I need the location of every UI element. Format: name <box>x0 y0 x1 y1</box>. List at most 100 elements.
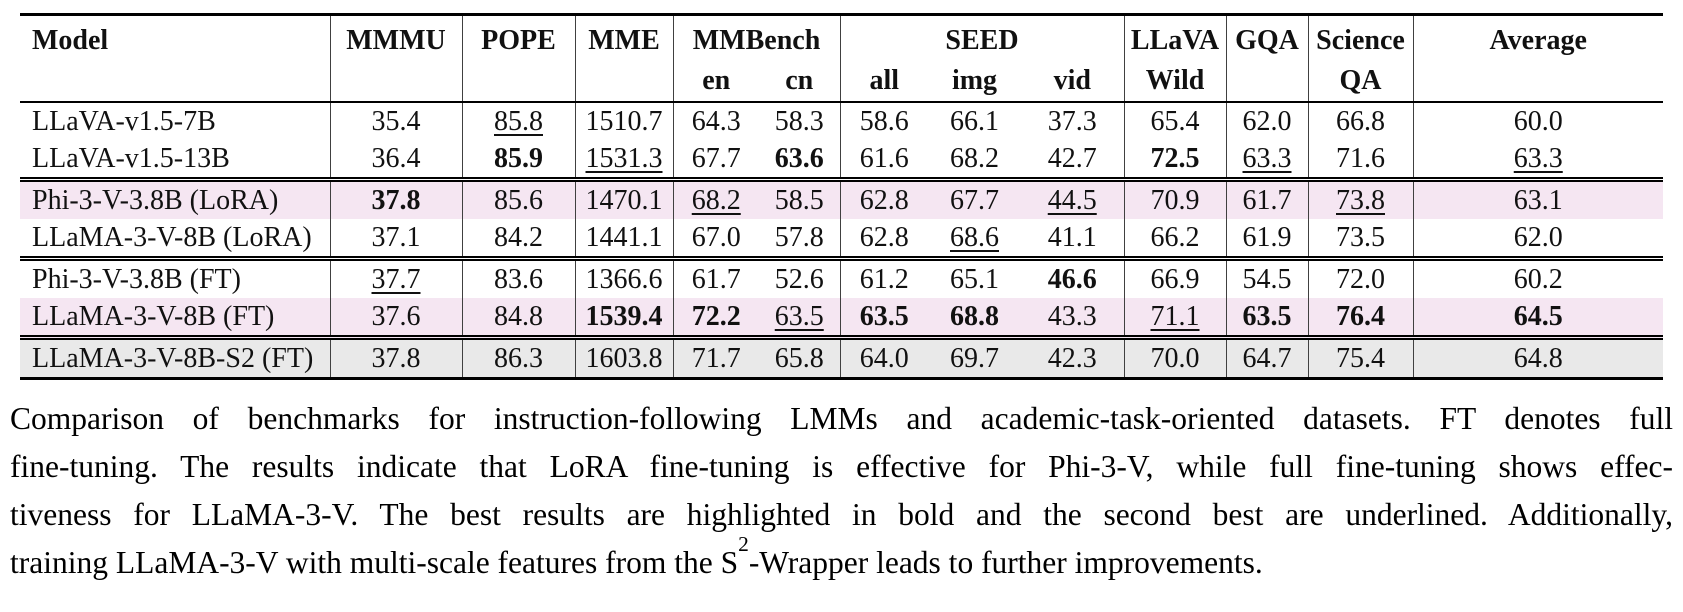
column-subheader-seed-vid: vid <box>1053 64 1091 96</box>
column-header-average: Average <box>1412 14 1663 102</box>
cell-seed-img: 69.7 <box>928 337 1021 379</box>
cell-pope: 85.8 <box>461 102 575 140</box>
model-name: LLaMA-3-V-8B-S2 (FT) <box>20 337 330 379</box>
cell-mmbench-en: 64.3 <box>672 102 759 140</box>
cell-average: 64.8 <box>1412 337 1663 379</box>
cell-mmmu: 36.4 <box>329 140 462 180</box>
cell-seed-img: 68.2 <box>950 142 999 174</box>
cell-seed-all: 62.8 <box>839 219 928 259</box>
cell-average: 62.0 <box>1412 219 1663 259</box>
cell-seed-img: 66.1 <box>950 105 999 137</box>
cell-mme: 1531.3 <box>574 140 673 180</box>
table-row: LLaVA-v1.5-13B 36.4 85.9 1531.3 67.7 63.6 61.6… <box>20 140 1663 180</box>
table-caption: Comparison of benchmarks for instruction… <box>10 395 1673 587</box>
cell-mmmu: 35.4 <box>329 102 462 140</box>
cell-pope: 85.6 <box>461 179 575 219</box>
cell-science-qa: 76.4 <box>1307 298 1413 338</box>
cell-seed-vid: 43.3 <box>1021 298 1124 338</box>
table-row: Phi-3-V-3.8B (LoRA) 37.8 85.6 1470.1 68.2 58.… <box>20 179 1663 219</box>
cell-llava-wild: 70.0 <box>1123 337 1226 379</box>
cell-pope: 86.3 <box>461 337 575 379</box>
cell-mmbench-en: 68.2 <box>672 179 759 219</box>
cell-seed-img: 68.6 <box>950 221 999 253</box>
cell-mmmu: 37.8 <box>329 179 462 219</box>
table-row: LLaMA-3-V-8B (FT) 37.6 84.8 1539.4 72.2 63.5 6… <box>20 298 1663 338</box>
table-row: LLaVA-v1.5-7B 35.4 85.8 1510.7 64.3 58.3 58.6 6… <box>20 102 1663 140</box>
cell-mme: 1539.4 <box>574 298 673 338</box>
cell-pope: 85.9 <box>461 140 575 180</box>
cell-gqa: 63.5 <box>1225 298 1308 338</box>
cell-mmbench-cn: 58.5 <box>759 179 840 219</box>
cell-pope: 84.8 <box>461 298 575 338</box>
cell-seed-all: 63.5 <box>839 298 928 338</box>
cell-mmbench-en: 71.7 <box>672 337 759 379</box>
cell-seed-img: 68.8 <box>928 298 1021 338</box>
cell-mmbench-cn: 65.8 <box>759 337 840 379</box>
cell-llava-wild: 66.2 <box>1123 219 1226 259</box>
cell-mmbench-cn: 63.5 <box>759 298 840 338</box>
cell-seed-all: 61.6 <box>839 140 928 180</box>
cell-gqa: 54.5 <box>1225 258 1308 298</box>
caption-line-1: Comparison of benchmarks for instruction… <box>10 401 1673 436</box>
caption-line-4-tail: -Wrapper leads to further improvements. <box>748 545 1263 580</box>
column-header-science-qa: Science QA <box>1307 14 1413 102</box>
cell-average: 64.5 <box>1412 298 1663 338</box>
cell-llava-wild: 65.4 <box>1123 102 1226 140</box>
caption-superscript-2: 2 <box>738 531 749 556</box>
cell-seed-vid: 41.1 <box>1047 221 1097 253</box>
model-name: LLaVA-v1.5-7B <box>32 105 216 137</box>
column-header-model: Model <box>32 25 109 56</box>
cell-mmbench-cn: 52.6 <box>774 263 824 295</box>
page: Model MMMU POPE MME MMBench SEED LLaVA Wild GQA S… <box>0 13 1683 587</box>
cell-mmbench-cn: 57.8 <box>774 221 824 253</box>
table-row: LLaMA-3-V-8B-S2 (FT) 37.8 86.3 1603.8 71.7 65… <box>20 337 1663 379</box>
cell-seed-vid: 44.5 <box>1021 179 1124 219</box>
cell-science-qa: 71.6 <box>1307 140 1413 180</box>
column-header-mmmu: MMMU <box>329 14 462 102</box>
cell-mme: 1510.7 <box>574 102 673 140</box>
cell-mmmu: 37.7 <box>329 258 462 298</box>
cell-mmbench-cn: 63.6 <box>774 142 824 174</box>
cell-mmbench-en: 72.2 <box>672 298 759 338</box>
cell-pope: 83.6 <box>461 258 575 298</box>
model-name: Phi-3-V-3.8B (FT) <box>32 263 241 295</box>
model-name: LLaMA-3-V-8B (LoRA) <box>32 221 312 253</box>
cell-gqa: 61.7 <box>1225 179 1308 219</box>
cell-seed-vid: 42.7 <box>1047 142 1097 174</box>
model-name: LLaVA-v1.5-13B <box>32 142 230 174</box>
cell-average: 60.0 <box>1412 102 1663 140</box>
cell-seed-vid: 46.6 <box>1047 263 1097 295</box>
cell-llava-wild: 66.9 <box>1123 258 1226 298</box>
column-subheader-mmbench-cn: cn <box>785 64 814 96</box>
column-header-mme: MME <box>574 14 673 102</box>
cell-mmbench-en: 67.7 <box>672 140 759 180</box>
model-name: LLaMA-3-V-8B (FT) <box>20 298 330 338</box>
cell-gqa: 62.0 <box>1225 102 1308 140</box>
caption-line-4: training LLaMA-3-V with multi-scale feat… <box>10 533 1673 587</box>
caption-line-2: fine-tuning. The results indicate that L… <box>10 449 1673 484</box>
cell-mmbench-cn: 58.3 <box>774 105 824 137</box>
cell-science-qa: 73.8 <box>1307 179 1413 219</box>
column-subheader-mmbench-en: en <box>672 61 759 102</box>
cell-seed-all: 58.6 <box>839 102 928 140</box>
cell-mmbench-en: 67.0 <box>672 219 759 259</box>
cell-mmmu: 37.8 <box>329 337 462 379</box>
table-row: LLaMA-3-V-8B (LoRA) 37.1 84.2 1441.1 67.0 57.… <box>20 219 1663 259</box>
cell-gqa: 63.3 <box>1225 140 1308 180</box>
cell-science-qa: 72.0 <box>1307 258 1413 298</box>
cell-seed-vid: 37.3 <box>1047 105 1097 137</box>
cell-mmmu: 37.1 <box>329 219 462 259</box>
cell-mme: 1470.1 <box>574 179 673 219</box>
column-header-seed: SEED <box>839 14 1124 62</box>
model-name: Phi-3-V-3.8B (LoRA) <box>20 179 330 219</box>
cell-llava-wild: 72.5 <box>1123 140 1226 180</box>
column-header-pope: POPE <box>461 14 575 102</box>
cell-average: 63.3 <box>1412 140 1663 180</box>
cell-mmmu: 37.6 <box>329 298 462 338</box>
cell-llava-wild: 71.1 <box>1123 298 1226 338</box>
cell-seed-img: 65.1 <box>950 263 999 295</box>
benchmark-comparison-table: Model MMMU POPE MME MMBench SEED LLaVA Wild GQA S… <box>20 13 1663 380</box>
cell-average: 63.1 <box>1412 179 1663 219</box>
cell-gqa: 64.7 <box>1225 337 1308 379</box>
cell-seed-all: 64.0 <box>839 337 928 379</box>
